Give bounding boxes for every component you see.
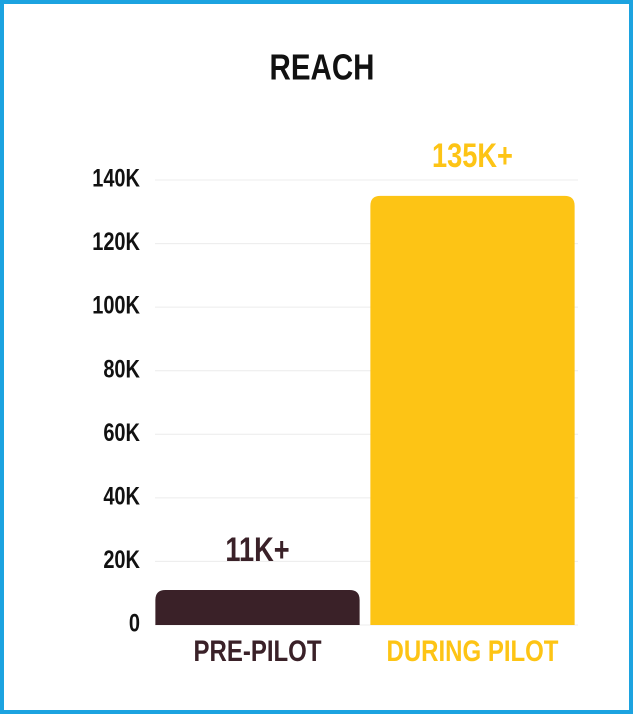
y-tick-label: 120K xyxy=(92,228,140,256)
y-tick-label: 100K xyxy=(92,292,140,320)
y-tick-label: 60K xyxy=(103,419,140,447)
x-tick-label: DURING PILOT xyxy=(387,633,559,667)
bar xyxy=(155,590,360,625)
y-tick-label: 0 xyxy=(129,610,140,638)
value-label: 11K+ xyxy=(225,530,289,569)
bar xyxy=(370,195,575,625)
chart-title: REACH xyxy=(270,47,375,87)
y-tick-label: 140K xyxy=(92,165,140,193)
x-tick-label: PRE-PILOT xyxy=(194,633,322,667)
y-tick-label: 40K xyxy=(103,482,140,510)
y-tick-label: 80K xyxy=(103,355,140,383)
value-label: 135K+ xyxy=(432,136,513,175)
y-tick-label: 20K xyxy=(103,546,140,574)
